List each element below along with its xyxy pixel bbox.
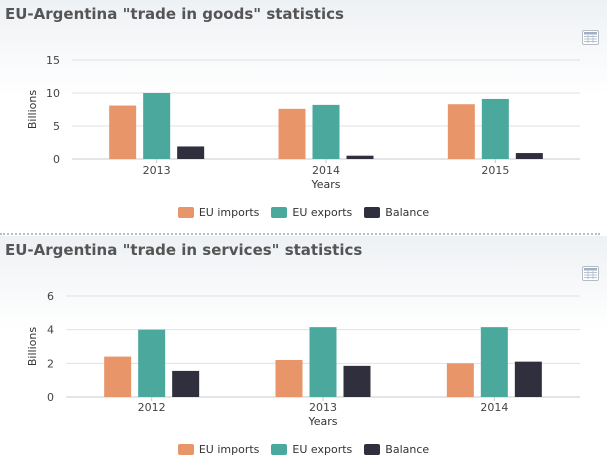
services-chart-legend: EU imports EU exports Balance [0,443,607,456]
services-bar-eu-exports-2013[interactable] [309,327,337,397]
legend-swatch-eu-exports [271,444,288,455]
services-bar-balance-2013[interactable] [343,365,371,397]
services-y-tick-label: 0 [47,391,54,404]
section-divider [0,233,600,235]
goods-x-axis-title: Years [310,178,340,191]
goods-bar-eu-imports-2014[interactable] [278,108,306,159]
services-chart-title: EU-Argentina "trade in services" statist… [5,241,363,259]
goods-y-axis-title: Billions [26,90,39,129]
legend-item-balance[interactable]: Balance [364,206,429,219]
services-bar-eu-imports-2014[interactable] [446,363,474,397]
services-bar-balance-2012[interactable] [172,370,200,397]
legend-swatch-balance [364,207,381,218]
legend-label-eu-exports: EU exports [292,443,353,456]
services-x-tick-label: 2012 [138,401,166,414]
legend-swatch-eu-imports [177,207,194,218]
services-x-axis-title: Years [307,415,337,428]
goods-bar-balance-2014[interactable] [346,155,374,159]
legend-label-eu-exports: EU exports [292,206,353,219]
services-y-tick-label: 2 [47,357,54,370]
data-table-icon[interactable] [582,30,599,45]
legend-label-balance: Balance [385,443,430,456]
goods-bar-eu-imports-2015[interactable] [447,104,475,159]
legend-item-balance[interactable]: Balance [364,443,429,456]
services-x-tick-label: 2014 [480,401,508,414]
services-chart-plot: 0 2 4 6 Billions 2012 2013 2014 Years [26,290,580,428]
services-bar-eu-exports-2012[interactable] [138,329,166,397]
legend-label-balance: Balance [385,206,430,219]
goods-x-tick-label: 2013 [143,164,171,177]
goods-bar-balance-2015[interactable] [515,153,543,159]
legend-label-eu-imports: EU imports [198,206,260,219]
services-bar-eu-imports-2012[interactable] [104,356,132,397]
services-y-tick-label: 4 [47,324,54,337]
services-y-axis-title: Billions [26,327,39,366]
goods-bar-eu-imports-2013[interactable] [109,105,137,159]
services-chart-panel: EU-Argentina "trade in services" statist… [0,236,607,466]
goods-bar-eu-exports-2013[interactable] [143,93,171,159]
goods-x-tick-label: 2015 [481,164,509,177]
goods-chart-plot: 0 5 10 15 Billions 2013 2014 2015 Years [26,54,580,191]
goods-chart-title: EU-Argentina "trade in goods" statistics [5,5,344,23]
legend-item-eu-exports[interactable]: EU exports [271,206,352,219]
legend-swatch-eu-exports [271,207,288,218]
goods-x-tick-label: 2014 [312,164,340,177]
goods-y-tick-label: 0 [53,153,60,166]
services-y-tick-label: 6 [47,290,54,303]
legend-swatch-balance [364,444,381,455]
services-x-tick-label: 2013 [309,401,337,414]
services-bar-eu-exports-2014[interactable] [480,327,508,397]
goods-bar-eu-exports-2014[interactable] [312,104,340,159]
legend-item-eu-exports[interactable]: EU exports [271,443,352,456]
goods-bar-balance-2013[interactable] [177,146,205,159]
services-bar-balance-2014[interactable] [514,361,542,397]
legend-label-eu-imports: EU imports [198,443,260,456]
goods-chart-panel: EU-Argentina "trade in goods" statistics… [0,0,607,232]
goods-y-tick-label: 10 [46,87,60,100]
goods-y-tick-label: 15 [46,54,60,67]
data-table-icon[interactable] [582,266,599,281]
services-bar-eu-imports-2013[interactable] [275,359,303,397]
goods-chart-legend: EU imports EU exports Balance [0,206,607,219]
goods-bar-eu-exports-2015[interactable] [481,98,509,159]
legend-item-eu-imports[interactable]: EU imports [177,443,260,456]
legend-item-eu-imports[interactable]: EU imports [177,206,260,219]
legend-swatch-eu-imports [177,444,194,455]
goods-y-tick-label: 5 [53,120,60,133]
